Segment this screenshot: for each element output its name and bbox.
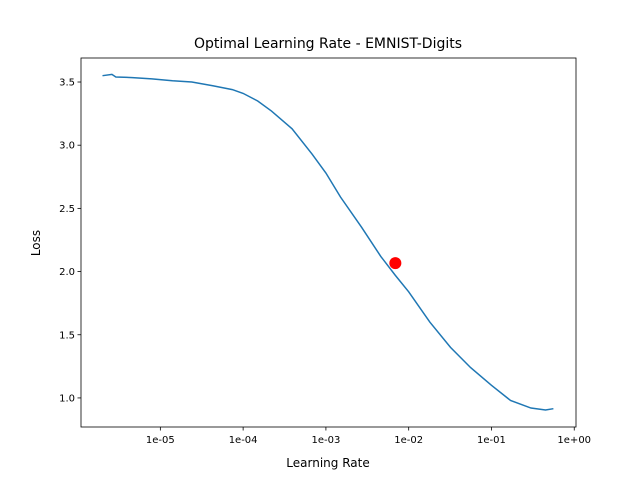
- y-axis-label: Loss: [29, 230, 43, 256]
- x-tick-label: 1e+00: [557, 435, 591, 446]
- y-tick-label: 3.5: [59, 78, 75, 89]
- y-tick-label: 1.0: [59, 393, 75, 404]
- x-tick-label: 1e-04: [229, 435, 258, 446]
- y-tick-label: 3.0: [59, 141, 75, 152]
- plot-frame: [80, 57, 577, 428]
- y-tick-label: 2.0: [59, 267, 75, 278]
- loss-line: [102, 73, 554, 411]
- x-tick-label: 1e-01: [477, 435, 506, 446]
- chart-title: Optimal Learning Rate - EMNIST-Digits: [194, 36, 462, 52]
- optimal-point: [389, 257, 402, 270]
- x-tick-label: 1e-02: [394, 435, 423, 446]
- x-axis-label: Learning Rate: [286, 456, 369, 470]
- x-tick-label: 1e-03: [311, 435, 340, 446]
- y-tick-label: 2.5: [59, 204, 75, 215]
- y-tick-label: 1.5: [59, 330, 75, 341]
- x-tick-label: 1e-05: [146, 435, 175, 446]
